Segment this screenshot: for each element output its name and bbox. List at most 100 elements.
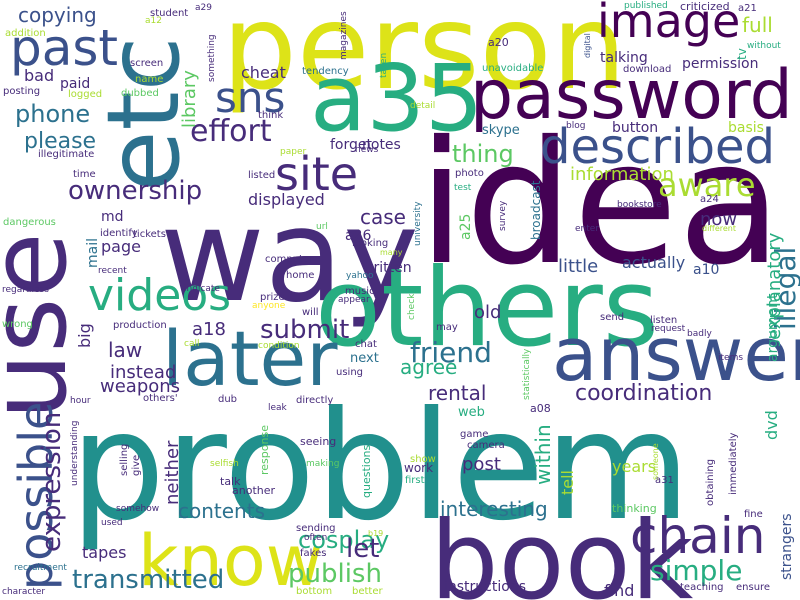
word-bookstore: bookstore: [617, 200, 662, 210]
word-understanding: understanding: [70, 421, 80, 486]
word-image: image: [597, 0, 740, 48]
word-a29: a29: [195, 3, 212, 13]
word-a08: a08: [530, 402, 551, 415]
word-friend: friend: [410, 336, 492, 369]
word-old: old: [474, 302, 501, 323]
word-aware: aware: [658, 166, 756, 204]
word-rental: rental: [428, 381, 486, 405]
word-instead: instead: [110, 362, 176, 383]
word-next: next: [350, 351, 379, 366]
word-coordination: coordination: [575, 381, 712, 406]
word-computer: computer: [265, 254, 314, 265]
word-badly: badly: [687, 329, 712, 339]
word-dub: dub: [218, 394, 237, 405]
word-skype: skype: [482, 123, 520, 138]
word-seeing: seeing: [300, 435, 336, 448]
word-often: often: [304, 533, 327, 543]
word-immediately: immediately: [728, 432, 739, 495]
word-response: response: [258, 425, 271, 475]
word-another: another: [232, 484, 275, 497]
word-directly: directly: [296, 395, 333, 406]
word-fine: fine: [744, 509, 763, 520]
word-please: please: [24, 129, 96, 154]
word-questions: questions: [360, 444, 373, 498]
word-know: know: [138, 520, 323, 600]
word-a20: a20: [488, 36, 509, 49]
word-web: web: [458, 405, 485, 420]
word-weapons: weapons: [100, 376, 180, 397]
word-enter: enter: [575, 224, 599, 234]
word-name: name: [135, 74, 163, 85]
word-different: different: [702, 224, 736, 233]
word-displayed: displayed: [248, 190, 325, 209]
word-site: site: [275, 147, 358, 201]
word-possible: possible: [9, 402, 63, 590]
word-dubbed: dubbed: [121, 88, 159, 99]
word-b19: b19: [368, 529, 383, 538]
word-recruitment: recruitment: [14, 563, 67, 573]
word-tv: tv: [735, 48, 749, 60]
word-paper: paper: [280, 147, 306, 157]
word-think: think: [258, 110, 283, 121]
word-expression: expression: [37, 412, 67, 552]
word-making: making: [306, 459, 339, 469]
word-password: password: [470, 56, 793, 135]
word-etc: etc: [85, 36, 202, 192]
word-chat: chat: [355, 339, 377, 350]
word-url: url: [316, 222, 328, 232]
word-home: home: [286, 270, 314, 281]
word-within: within: [531, 424, 555, 485]
word-use: use: [0, 232, 90, 420]
word-time: time: [73, 169, 96, 180]
word-forget: forget: [330, 137, 373, 153]
word-now: now: [700, 209, 737, 230]
word-others-: others': [143, 393, 178, 404]
word-others: others: [315, 246, 659, 371]
word-news: news: [355, 145, 379, 155]
word-interesting: interesting: [440, 497, 548, 521]
word-neither: neither: [162, 440, 183, 505]
word-sns: sns: [215, 73, 285, 122]
word-let: let: [346, 534, 379, 564]
word-something: something: [207, 34, 217, 82]
word-contents: contents: [178, 499, 265, 523]
word-strangers: strangers: [779, 513, 795, 580]
word-library: library: [179, 70, 200, 128]
word-somehow: somehow: [116, 504, 159, 514]
word-items: items: [718, 353, 743, 363]
word-bad: bad: [24, 66, 54, 85]
word-better: better: [352, 586, 383, 597]
word-publish: publish: [288, 559, 382, 589]
word-post: post: [462, 454, 501, 475]
word-a18: a18: [192, 319, 226, 340]
word-copying: copying: [18, 3, 97, 27]
word-posting: posting: [3, 86, 40, 97]
word-past: past: [10, 19, 118, 77]
word-thinking: thinking: [612, 502, 657, 515]
word-argument: argument: [765, 293, 781, 362]
word-download: download: [623, 64, 671, 75]
word-without: without: [747, 41, 781, 51]
word-give: give: [131, 455, 142, 476]
word-regardless: regardless: [2, 285, 49, 295]
word-will: will: [302, 307, 319, 318]
word-send: send: [600, 312, 624, 323]
word-a25: a25: [458, 214, 474, 240]
word-character: character: [2, 587, 45, 597]
word-selfish: selfish: [210, 459, 239, 469]
word-a21: a21: [738, 3, 757, 14]
word-written: written: [362, 260, 412, 276]
word-a24: a24: [700, 194, 719, 205]
word-illegitimate: illegitimate: [38, 149, 94, 160]
word-call: call: [184, 339, 199, 349]
word-button: button: [612, 120, 658, 136]
word-find: find: [604, 581, 634, 600]
word-basis: basis: [728, 120, 764, 136]
word-dvd: dvd: [762, 410, 781, 440]
word-first: first: [405, 475, 425, 486]
word-identify: identify: [100, 228, 138, 239]
word-a26: a26: [345, 228, 371, 244]
word-anyone: anyone: [252, 301, 286, 311]
